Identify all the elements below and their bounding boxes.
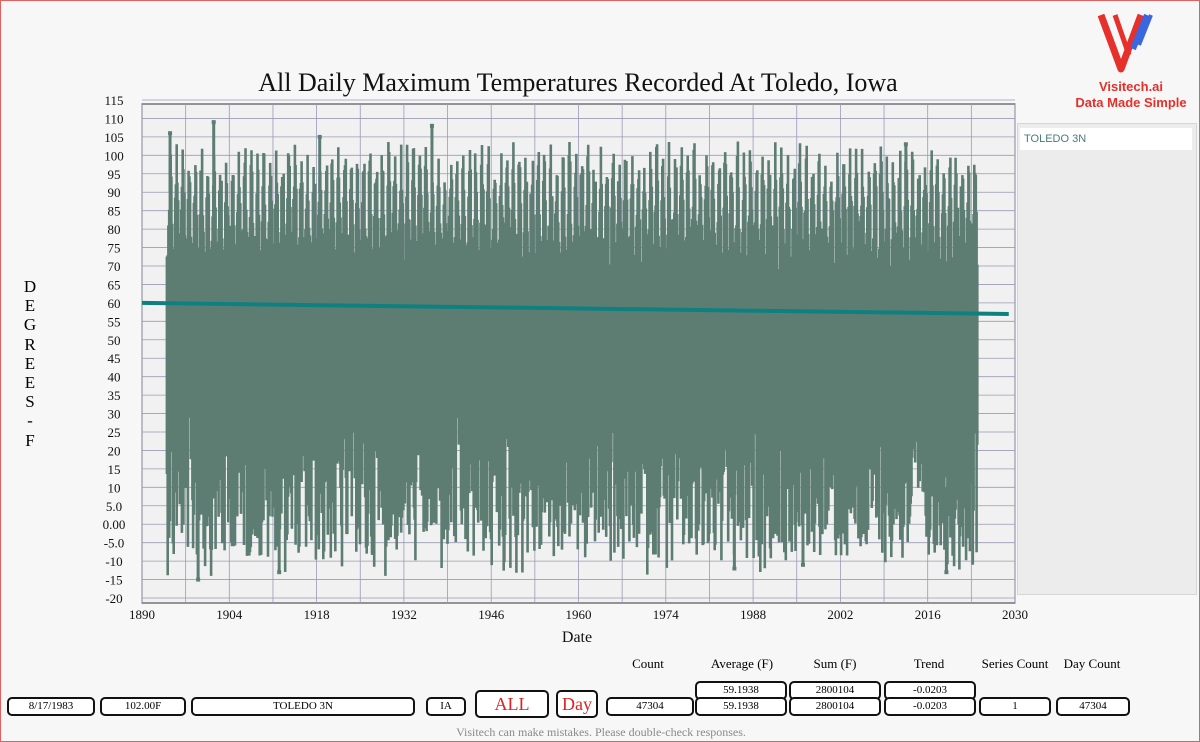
average-header: Average (F) [710,656,774,671]
x-tick-label: 1890 [129,607,155,622]
series-extreme-point [732,566,737,571]
x-tick-label: 1932 [391,607,417,622]
daily-max-series [165,120,979,582]
disclaimer-text: Visitech can make mistakes. Please doubl… [456,725,746,739]
y-tick-label: 10 [108,480,121,495]
state-field[interactable]: IA [426,697,466,716]
station-field[interactable]: TOLEDO 3N [191,697,415,716]
y-tick-label: 105 [104,130,124,145]
x-tick-label: 2030 [1002,607,1028,622]
y-tick-label: 25 [108,425,121,440]
trend-header: Trend [913,656,945,671]
x-axis-ticks: 1890 1904 1918 1932 1946 1960 1974 1988 2002 2016… [129,607,1028,622]
trend-line [141,300,1009,316]
legend-item-toledo-3n[interactable]: TOLEDO 3N [1020,128,1192,150]
series-extreme-point [903,142,908,147]
x-tick-label: 1946 [478,607,505,622]
x-axis-label: Date [562,629,592,646]
y-tick-label: 30 [108,407,121,422]
y-tick-label: 85 [108,204,121,219]
chart-title: All Daily Maximum Temperatures Recorded … [258,68,898,97]
series-extreme-point [317,134,322,139]
series-count-header: Series Count [981,656,1049,671]
x-tick-label: 1960 [566,607,592,622]
series-extreme-point [800,562,805,567]
x-tick-label: 1904 [216,607,243,622]
y-tick-label: 55 [108,314,121,329]
sum-header: Sum (F) [813,656,857,671]
brand-name: Visitech.ai [1098,79,1164,94]
day-count-header: Day Count [1063,656,1121,671]
y-axis-label-letter: G [23,315,37,335]
y-tick-label: 100 [104,148,124,163]
x-tick-label: 1988 [740,607,766,622]
x-tick-label: 2016 [915,607,942,622]
sum-value: 2800104 [789,697,881,716]
day-count-value: 47304 [1056,697,1130,716]
trend-line-segment [141,300,1009,316]
y-tick-label: 35 [108,388,121,403]
temperature-field[interactable]: 102.00F [100,697,186,716]
y-axis-label-letter: E [24,373,36,393]
y-tick-label: -15 [105,573,122,588]
visitech-logo-icon [1097,13,1153,73]
series-extreme-point [944,570,949,575]
series-extreme-point [277,570,282,575]
y-tick-label: 0.00 [103,517,126,532]
y-axis-label-letter: F [25,430,35,450]
y-tick-label: -5.0 [104,536,125,551]
y-tick-label: -20 [105,591,122,606]
y-axis-label-letter: E [24,353,36,373]
x-tick-label: 2002 [827,607,853,622]
series-extreme-point [429,123,434,128]
x-tick-label: 1974 [653,607,680,622]
y-axis-label-letter: E [24,296,36,316]
series-extreme-point [168,131,173,136]
y-tick-label: -10 [105,554,122,569]
y-tick-label: 110 [104,111,123,126]
y-tick-label: 80 [108,222,121,237]
x-tick-label: 1918 [304,607,330,622]
y-tick-label: 65 [108,277,121,292]
y-tick-label: 95 [108,167,121,182]
average-value: 59.1938 [695,697,787,716]
day-button[interactable]: Day [556,690,598,718]
y-tick-label: 60 [108,296,121,311]
y-axis-label-letter: D [23,277,37,296]
all-button[interactable]: ALL [475,690,549,718]
trend-value: -0.0203 [884,697,976,716]
legend-panel: TOLEDO 3N [1017,123,1197,595]
y-tick-label: 75 [108,241,121,256]
y-tick-label: 5.0 [106,499,122,514]
y-tick-label: 15 [108,462,121,477]
count-header: Count [632,656,664,671]
y-tick-label: 70 [108,259,121,274]
y-axis-label-letter: - [27,411,33,431]
date-field[interactable]: 8/17/1983 [7,697,95,716]
y-axis-label-letter: R [24,334,36,354]
series-extreme-point [196,577,201,582]
series-extreme-point [211,120,216,125]
y-tick-label: 40 [108,370,121,385]
y-axis-ticks: 115 110 105 100 95 90 85 80 75 70 65 60 55 50 45 40 35 30… [103,93,126,606]
y-tick-label: 115 [104,93,123,108]
y-tick-label: 20 [108,443,121,458]
series-count-value: 1 [979,697,1051,716]
y-axis-label-letter: S [25,392,35,412]
y-tick-label: 45 [108,351,121,366]
count-value: 47304 [606,697,694,716]
brand-tagline: Data Made Simple [1075,95,1187,110]
y-tick-label: 90 [108,185,121,200]
y-tick-label: 50 [108,333,121,348]
